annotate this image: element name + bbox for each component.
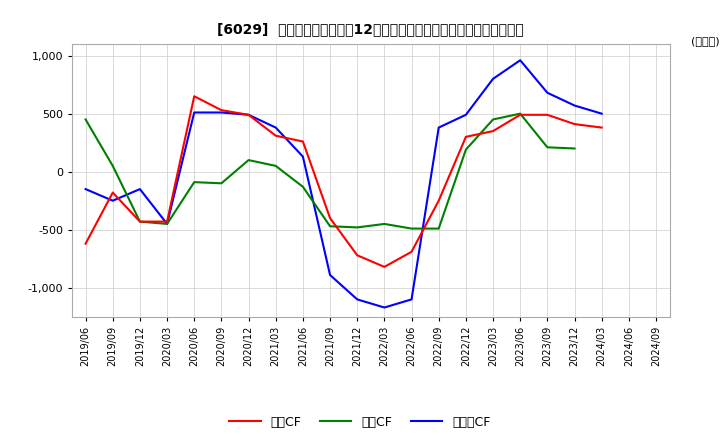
営業CF: [271, 133, 280, 138]
投資CF: [109, 163, 117, 169]
フリーCF: [570, 103, 579, 108]
営業CF: [325, 216, 334, 221]
フリーCF: [598, 111, 606, 116]
フリーCF: [489, 76, 498, 81]
フリーCF: [299, 154, 307, 159]
営業CF: [163, 219, 171, 224]
フリーCF: [81, 187, 90, 192]
フリーCF: [434, 125, 443, 130]
フリーCF: [543, 90, 552, 95]
フリーCF: [380, 305, 389, 310]
営業CF: [217, 107, 226, 113]
投資CF: [163, 221, 171, 227]
Title: [6029]  キャッシュフローの12か月移動合計の対前年同期増減額の推移: [6029] キャッシュフローの12か月移動合計の対前年同期増減額の推移: [217, 22, 524, 36]
投資CF: [325, 224, 334, 229]
フリーCF: [109, 198, 117, 203]
投資CF: [434, 226, 443, 231]
営業CF: [109, 190, 117, 195]
営業CF: [543, 112, 552, 117]
営業CF: [353, 253, 361, 258]
営業CF: [570, 121, 579, 127]
投資CF: [353, 225, 361, 230]
Y-axis label: (百万円): (百万円): [691, 36, 720, 46]
営業CF: [516, 112, 525, 117]
投資CF: [408, 226, 416, 231]
営業CF: [462, 134, 470, 139]
投資CF: [543, 145, 552, 150]
Line: 営業CF: 営業CF: [86, 96, 602, 267]
営業CF: [434, 198, 443, 203]
投資CF: [489, 117, 498, 122]
投資CF: [135, 219, 144, 224]
投資CF: [516, 111, 525, 116]
投資CF: [271, 163, 280, 169]
営業CF: [299, 139, 307, 144]
営業CF: [244, 112, 253, 117]
フリーCF: [462, 112, 470, 117]
投資CF: [217, 181, 226, 186]
投資CF: [244, 158, 253, 163]
Line: 投資CF: 投資CF: [86, 114, 575, 228]
Legend: 営業CF, 投資CF, フリーCF: 営業CF, 投資CF, フリーCF: [225, 411, 495, 434]
投資CF: [462, 147, 470, 152]
フリーCF: [163, 221, 171, 227]
投資CF: [81, 117, 90, 122]
営業CF: [489, 128, 498, 134]
営業CF: [408, 249, 416, 254]
フリーCF: [408, 297, 416, 302]
営業CF: [380, 264, 389, 270]
営業CF: [135, 219, 144, 224]
フリーCF: [271, 125, 280, 130]
フリーCF: [325, 272, 334, 278]
Line: フリーCF: フリーCF: [86, 60, 602, 308]
営業CF: [598, 125, 606, 130]
フリーCF: [244, 112, 253, 117]
フリーCF: [516, 58, 525, 63]
営業CF: [190, 94, 199, 99]
フリーCF: [353, 297, 361, 302]
フリーCF: [190, 110, 199, 115]
投資CF: [380, 221, 389, 227]
フリーCF: [217, 110, 226, 115]
投資CF: [570, 146, 579, 151]
投資CF: [299, 184, 307, 190]
フリーCF: [135, 187, 144, 192]
営業CF: [81, 241, 90, 246]
投資CF: [190, 180, 199, 185]
